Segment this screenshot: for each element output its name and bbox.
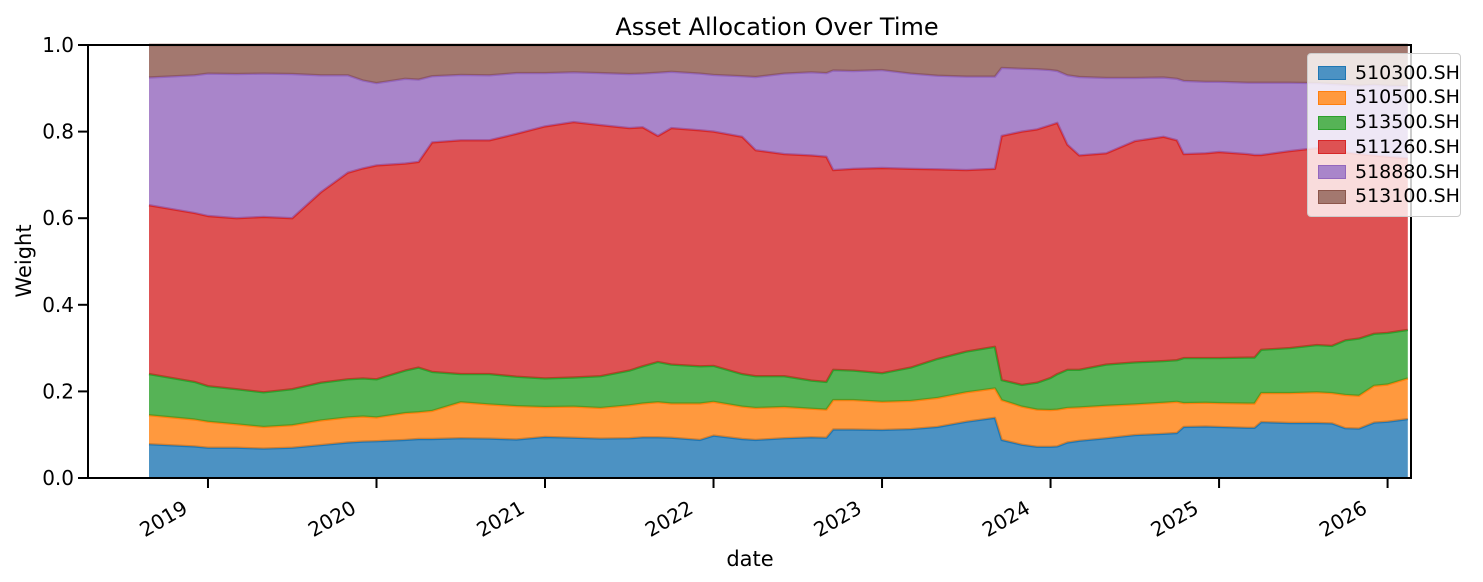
y-axis-label: Weight	[12, 224, 36, 298]
y-tick-label: 0.0	[42, 466, 74, 490]
x-tick-label: 2025	[1146, 496, 1202, 542]
y-tick-label: 1.0	[42, 33, 74, 57]
legend-swatch-icon	[1318, 165, 1346, 180]
legend-swatch-icon	[1318, 140, 1346, 155]
legend-item: 518880.SH	[1318, 160, 1460, 183]
legend-label: 511260.SH	[1355, 135, 1460, 158]
legend-swatch-icon	[1318, 115, 1346, 130]
area-513500.SH	[149, 329, 1408, 427]
legend-label: 510300.SH	[1355, 61, 1460, 84]
area-510300.SH	[149, 417, 1408, 478]
x-tick-label: 2026	[1315, 496, 1371, 542]
x-tick-label: 2020	[304, 496, 360, 542]
x-tick-label: 2022	[641, 496, 697, 542]
y-tick-label: 0.4	[42, 293, 74, 317]
plot-border	[87, 44, 1412, 479]
area-518880.SH	[149, 67, 1408, 219]
area-510500.SH	[149, 378, 1408, 449]
x-axis-label: date	[726, 547, 774, 571]
area-511260.SH	[149, 122, 1408, 393]
legend-swatch-icon	[1318, 66, 1346, 81]
y-tick-label: 0.2	[42, 379, 74, 403]
legend-item: 511260.SH	[1318, 135, 1460, 158]
chart-title: Asset Allocation Over Time	[615, 13, 939, 41]
legend-swatch-icon	[1318, 90, 1346, 105]
legend-item: 510300.SH	[1318, 61, 1460, 84]
legend-label: 513100.SH	[1355, 185, 1460, 208]
y-tick-label: 0.8	[42, 120, 74, 144]
y-tick-label: 0.6	[42, 206, 74, 230]
legend-swatch-icon	[1318, 189, 1346, 204]
legend-item: 513500.SH	[1318, 113, 1460, 132]
x-tick-label: 2024	[978, 496, 1034, 542]
legend-item: 510500.SH	[1318, 88, 1460, 107]
legend-label: 513500.SH	[1355, 111, 1460, 134]
x-tick-label: 2021	[472, 496, 528, 542]
area-513100.SH	[149, 45, 1408, 87]
legend: 510300.SH 510500.SH 513500.SH 511260.SH 5188…	[1307, 53, 1461, 217]
legend-label: 518880.SH	[1355, 160, 1460, 183]
x-tick-label: 2019	[135, 496, 191, 542]
x-tick-label: 2023	[809, 496, 865, 542]
legend-label: 510500.SH	[1355, 86, 1460, 109]
legend-item: 513100.SH	[1318, 187, 1460, 206]
